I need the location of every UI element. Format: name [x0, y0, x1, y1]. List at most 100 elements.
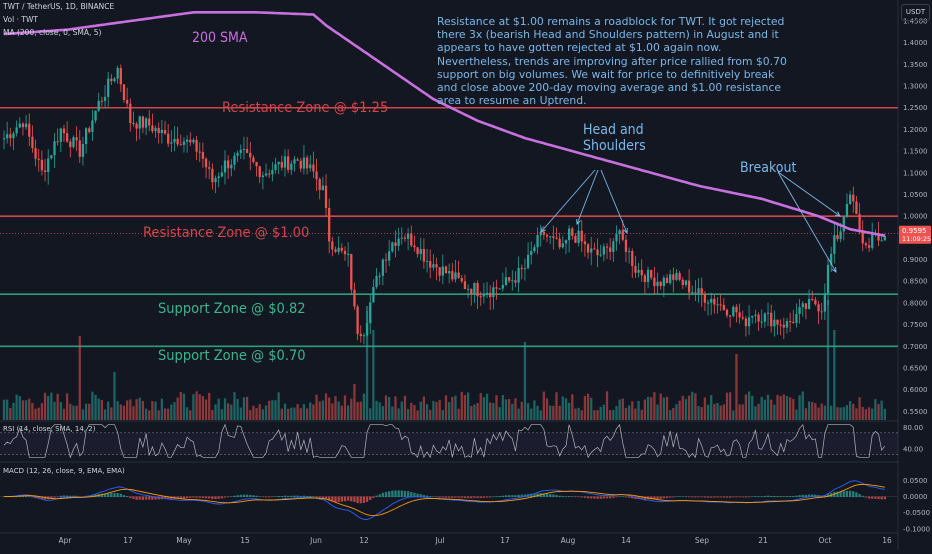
- macd-histogram-bar: [744, 496, 748, 498]
- candle-body: [176, 138, 179, 145]
- macd-histogram-bar: [217, 496, 220, 499]
- macd-histogram-bar: [397, 490, 400, 498]
- volume-bar: [729, 392, 732, 420]
- annotation-arrowhead: [834, 211, 841, 217]
- candle-body: [239, 149, 242, 153]
- macd-histogram-bar: [400, 490, 403, 498]
- price-badge-value: 0.9595: [902, 227, 927, 235]
- volume-bar: [192, 394, 195, 420]
- volume-bar: [703, 397, 707, 420]
- candle-body: [662, 277, 665, 287]
- macd-histogram-bar: [274, 496, 277, 498]
- price-badge: [899, 225, 931, 244]
- macd-histogram-bar: [100, 493, 104, 498]
- volume-bar: [826, 300, 830, 420]
- macd-histogram-bar: [665, 496, 669, 499]
- volume-bar: [201, 395, 205, 420]
- macd-histogram-bar: [741, 496, 744, 498]
- candle-body: [694, 292, 697, 294]
- volume-bar: [249, 410, 252, 420]
- macd-histogram-bar: [406, 491, 410, 498]
- volume-bar: [290, 407, 293, 420]
- candle-body: [135, 123, 138, 129]
- macd-histogram-bar: [460, 496, 463, 498]
- candle-body: [725, 309, 729, 316]
- macd-histogram-bar: [618, 496, 621, 498]
- price-tick-label: 1.0500: [903, 191, 928, 199]
- candle-body: [691, 292, 694, 294]
- candle-body: [185, 139, 189, 142]
- candle-body: [201, 152, 205, 159]
- candle-body: [103, 96, 107, 101]
- candle-body: [508, 277, 511, 281]
- volume-bar: [795, 409, 798, 420]
- volume-bar: [476, 402, 479, 420]
- volume-bar: [836, 407, 839, 420]
- volume-bar: [596, 410, 599, 420]
- macd-histogram-bar: [438, 496, 441, 498]
- volume-bar: [460, 391, 463, 420]
- macd-histogram-bar: [340, 496, 343, 502]
- candle-body: [375, 276, 378, 288]
- macd-histogram-bar: [129, 496, 132, 499]
- candle-body: [18, 123, 21, 128]
- volume-bar: [725, 392, 729, 420]
- volume-bar: [258, 404, 261, 420]
- volume-bar: [208, 392, 211, 420]
- candle-body: [62, 128, 66, 134]
- macd-histogram-bar: [381, 492, 384, 498]
- volume-bar: [511, 403, 514, 420]
- macd-histogram-bar: [318, 496, 321, 498]
- macd-histogram-bar: [788, 495, 792, 498]
- candle-body: [318, 179, 321, 191]
- macd-histogram-bar: [107, 493, 110, 498]
- candle-body: [299, 160, 302, 169]
- macd-histogram-bar: [81, 496, 85, 498]
- volume-bar: [110, 407, 113, 420]
- macd-histogram-bar: [656, 496, 659, 499]
- annotation-arrow: [600, 169, 628, 234]
- candle-body: [845, 203, 849, 217]
- time-tick-label: May: [176, 536, 192, 545]
- candle-body: [435, 264, 438, 268]
- candle-body: [31, 136, 34, 149]
- head-shoulders-label-line2: Shoulders: [583, 138, 646, 154]
- rsi-tick-label: 80.00: [903, 424, 923, 432]
- macd-histogram-bar: [422, 494, 426, 498]
- volume-bar: [12, 402, 15, 420]
- macd-histogram-bar: [444, 496, 448, 498]
- price-tick-label: 1.1500: [903, 148, 928, 156]
- candle-body: [223, 160, 227, 173]
- volume-bar: [302, 404, 306, 420]
- ma-indicator-label[interactable]: MA (200, close, 0, SMA, 5): [3, 28, 102, 37]
- volume-bar: [817, 407, 820, 420]
- macd-histogram-bar: [59, 495, 62, 498]
- volume-bar: [646, 396, 650, 420]
- candle-body: [88, 128, 91, 132]
- candle-body: [858, 213, 861, 231]
- volume-bar: [874, 399, 877, 420]
- candle-body: [706, 302, 710, 304]
- volume-indicator-label[interactable]: Vol · TWT: [3, 15, 38, 24]
- volume-bar: [179, 391, 182, 420]
- macd-histogram-bar: [268, 496, 271, 498]
- macd-histogram-bar: [148, 496, 151, 500]
- candle-body: [463, 281, 467, 290]
- candle-body: [141, 116, 145, 128]
- volume-bar: [337, 401, 340, 420]
- currency-button[interactable]: USDT: [901, 4, 930, 21]
- macd-histogram-bar: [609, 496, 612, 499]
- macd-histogram-bar: [403, 490, 407, 498]
- macd-histogram-bar: [302, 495, 306, 498]
- macd-histogram-bar: [50, 496, 53, 499]
- candle-body: [217, 176, 220, 179]
- macd-histogram-bar: [684, 496, 688, 498]
- macd-histogram-bar: [880, 496, 883, 500]
- symbol-line[interactable]: TWT / TetherUS, 1D, BINANCE: [3, 2, 115, 11]
- candle-body: [125, 99, 129, 104]
- macd-histogram-bar: [21, 495, 25, 498]
- macd-histogram-bar: [523, 494, 527, 498]
- candle-body: [75, 137, 78, 141]
- macd-histogram-bar: [489, 496, 492, 498]
